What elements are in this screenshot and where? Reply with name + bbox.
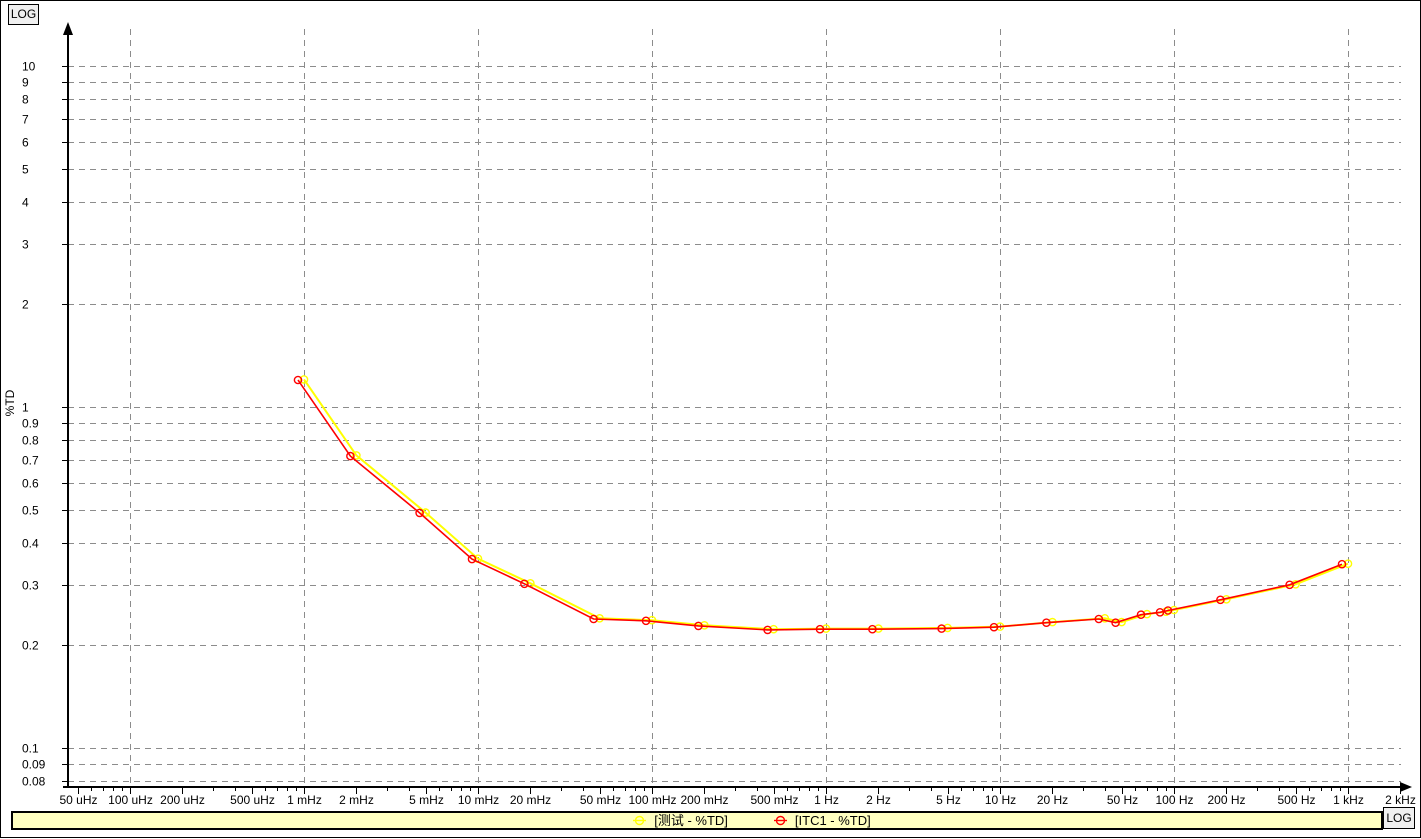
svg-text:2: 2 bbox=[22, 298, 29, 312]
svg-text:6: 6 bbox=[22, 136, 29, 150]
svg-text:0.5: 0.5 bbox=[22, 504, 39, 518]
svg-text:9: 9 bbox=[22, 76, 29, 90]
svg-text:50 uHz: 50 uHz bbox=[59, 793, 97, 807]
svg-text:20 mHz: 20 mHz bbox=[510, 793, 551, 807]
svg-text:1 Hz: 1 Hz bbox=[814, 793, 839, 807]
x-axis-log-scale-button[interactable]: LOG bbox=[1383, 807, 1415, 829]
svg-text:3: 3 bbox=[22, 238, 29, 252]
svg-text:0.8: 0.8 bbox=[22, 434, 39, 448]
svg-text:500 uHz: 500 uHz bbox=[230, 793, 275, 807]
svg-text:7: 7 bbox=[22, 113, 29, 127]
y-axis-title: %TD bbox=[3, 389, 17, 417]
legend-items: [测试 - %TD] [ITC1 - %TD] bbox=[633, 814, 871, 827]
legend-bar: [测试 - %TD] [ITC1 - %TD] bbox=[11, 811, 1383, 830]
svg-text:5 Hz: 5 Hz bbox=[936, 793, 961, 807]
svg-text:500 mHz: 500 mHz bbox=[750, 793, 798, 807]
svg-text:0.3: 0.3 bbox=[22, 579, 39, 593]
svg-text:10 Hz: 10 Hz bbox=[985, 793, 1016, 807]
legend-entry-test[interactable]: [测试 - %TD] bbox=[633, 814, 728, 827]
svg-text:200 uHz: 200 uHz bbox=[160, 793, 205, 807]
svg-text:2 Hz: 2 Hz bbox=[866, 793, 891, 807]
svg-text:100 uHz: 100 uHz bbox=[108, 793, 153, 807]
legend-entry-itc1-label: [ITC1 - %TD] bbox=[794, 813, 871, 828]
svg-text:1 kHz: 1 kHz bbox=[1333, 793, 1364, 807]
series-test-marker-icon bbox=[633, 815, 647, 826]
svg-text:5: 5 bbox=[22, 163, 29, 177]
svg-text:0.1: 0.1 bbox=[22, 742, 39, 756]
svg-text:0.9: 0.9 bbox=[22, 417, 39, 431]
svg-text:0.08: 0.08 bbox=[22, 775, 46, 789]
svg-text:0.7: 0.7 bbox=[22, 454, 39, 468]
series-itc1-marker-icon bbox=[773, 815, 787, 826]
svg-text:2 mHz: 2 mHz bbox=[339, 793, 374, 807]
svg-text:20 Hz: 20 Hz bbox=[1037, 793, 1068, 807]
svg-text:1 mHz: 1 mHz bbox=[287, 793, 322, 807]
svg-text:200 Hz: 200 Hz bbox=[1207, 793, 1245, 807]
svg-text:5 mHz: 5 mHz bbox=[409, 793, 444, 807]
legend-entry-test-label: [测试 - %TD] bbox=[654, 813, 728, 828]
svg-text:0.2: 0.2 bbox=[22, 639, 39, 653]
svg-text:100 Hz: 100 Hz bbox=[1155, 793, 1193, 807]
svg-text:100 mHz: 100 mHz bbox=[628, 793, 676, 807]
svg-text:8: 8 bbox=[22, 93, 29, 107]
svg-text:0.6: 0.6 bbox=[22, 477, 39, 491]
svg-text:500 Hz: 500 Hz bbox=[1277, 793, 1315, 807]
svg-text:10 mHz: 10 mHz bbox=[458, 793, 499, 807]
svg-text:0.09: 0.09 bbox=[22, 758, 46, 772]
y-axis-log-scale-button[interactable]: LOG bbox=[8, 4, 39, 25]
svg-text:2 kHz: 2 kHz bbox=[1385, 793, 1416, 807]
svg-text:10: 10 bbox=[22, 60, 36, 74]
legend-entry-itc1[interactable]: [ITC1 - %TD] bbox=[773, 813, 871, 828]
svg-text:1: 1 bbox=[22, 401, 29, 415]
svg-text:4: 4 bbox=[22, 196, 29, 210]
svg-text:50 Hz: 50 Hz bbox=[1107, 793, 1138, 807]
svg-text:0.4: 0.4 bbox=[22, 537, 39, 551]
svg-text:50 mHz: 50 mHz bbox=[580, 793, 621, 807]
svg-text:200 mHz: 200 mHz bbox=[680, 793, 728, 807]
